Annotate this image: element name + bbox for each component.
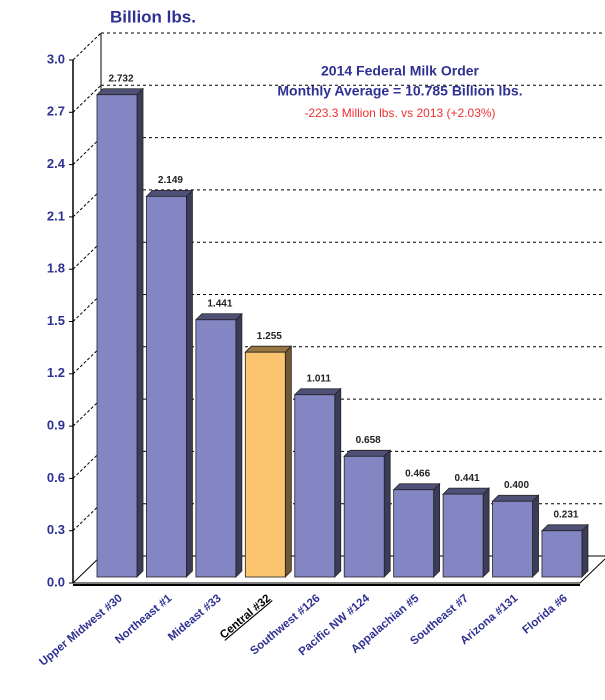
grid-diagonal [72, 398, 102, 427]
bar-top [540, 524, 589, 532]
bar-side [284, 345, 292, 578]
grid-diagonal [72, 503, 102, 532]
value-label: 2.149 [158, 175, 183, 186]
value-label: 0.441 [455, 473, 480, 484]
grid-diagonal [72, 137, 102, 165]
bar-top [491, 494, 540, 502]
value-label: 2.732 [108, 73, 133, 84]
chart-title: 2014 Federal Milk Order [321, 63, 480, 79]
y-tick-label: 2.7 [47, 104, 65, 119]
bar-top [293, 388, 342, 396]
value-label: 1.011 [307, 373, 332, 384]
y-tick-label: 0.3 [47, 522, 65, 537]
y-tick-label: 1.8 [47, 261, 65, 276]
bar-top [343, 449, 392, 457]
bar-side [581, 523, 589, 578]
bar [541, 530, 583, 578]
y-tick-label: 1.2 [47, 365, 65, 380]
bar-side [186, 189, 193, 578]
grid-diagonal [72, 32, 102, 61]
bar-side [235, 312, 243, 578]
bar-top [145, 189, 194, 197]
y-tick-label: 1.5 [47, 313, 65, 328]
bar [96, 94, 138, 578]
bar [294, 394, 336, 578]
value-label: 1.255 [257, 331, 282, 342]
grid-diagonal [72, 241, 102, 270]
x-tick-label: Florida #6 [521, 592, 570, 636]
y-tick-label: 2.4 [47, 156, 66, 171]
y-axis-label: Billion lbs. [110, 7, 196, 26]
bar [195, 319, 237, 578]
bar [492, 500, 533, 578]
bar-side [482, 487, 490, 578]
bar-top [96, 88, 144, 96]
y-tick-label: 0.9 [47, 418, 65, 433]
bar-side [433, 482, 441, 578]
bar-side [532, 494, 539, 578]
bar-top [442, 487, 491, 495]
bar-side [136, 87, 144, 578]
value-label: 0.658 [356, 435, 381, 446]
bar [146, 195, 187, 578]
value-label: 0.231 [553, 509, 578, 520]
x-tick-label: Mideast #33 [166, 592, 224, 643]
bar-top [392, 483, 441, 491]
y-tick-label: 0.0 [47, 574, 65, 589]
bar-side [383, 449, 391, 578]
bar [393, 489, 435, 578]
value-label: 0.466 [405, 468, 430, 479]
x-tick-label: Upper Midwest #30 [37, 592, 125, 668]
annotation: -223.3 Million lbs. vs 2013 (+2.03%) [304, 106, 495, 120]
grid-diagonal [72, 84, 102, 113]
bar [244, 351, 286, 578]
grid-diagonal [72, 189, 102, 218]
value-label: 1.441 [207, 298, 232, 309]
bar [442, 493, 484, 578]
y-tick-label: 2.1 [47, 208, 65, 223]
y-tick-label: 0.6 [47, 470, 65, 485]
chart-subtitle: Monthly Average = 10.785 Billion lbs. [277, 83, 522, 99]
y-tick-label: 3.0 [47, 51, 65, 66]
bar [343, 455, 385, 578]
bar-top [194, 313, 243, 321]
grid-diagonal [72, 451, 102, 479]
grid-diagonal [72, 346, 102, 375]
bar-side [334, 387, 342, 578]
grid-diagonal [72, 294, 102, 322]
value-label: 0.400 [504, 480, 529, 491]
bar-top [244, 345, 293, 353]
